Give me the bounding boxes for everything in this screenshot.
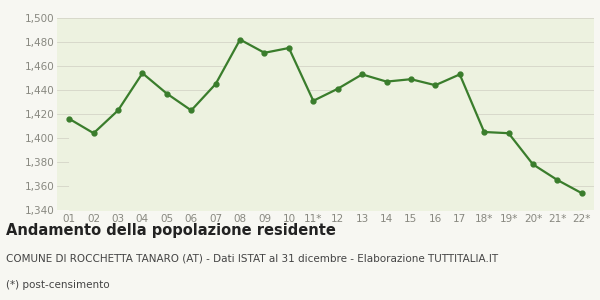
Text: COMUNE DI ROCCHETTA TANARO (AT) - Dati ISTAT al 31 dicembre - Elaborazione TUTTI: COMUNE DI ROCCHETTA TANARO (AT) - Dati I… — [6, 254, 498, 263]
Text: (*) post-censimento: (*) post-censimento — [6, 280, 110, 290]
Text: Andamento della popolazione residente: Andamento della popolazione residente — [6, 224, 336, 238]
